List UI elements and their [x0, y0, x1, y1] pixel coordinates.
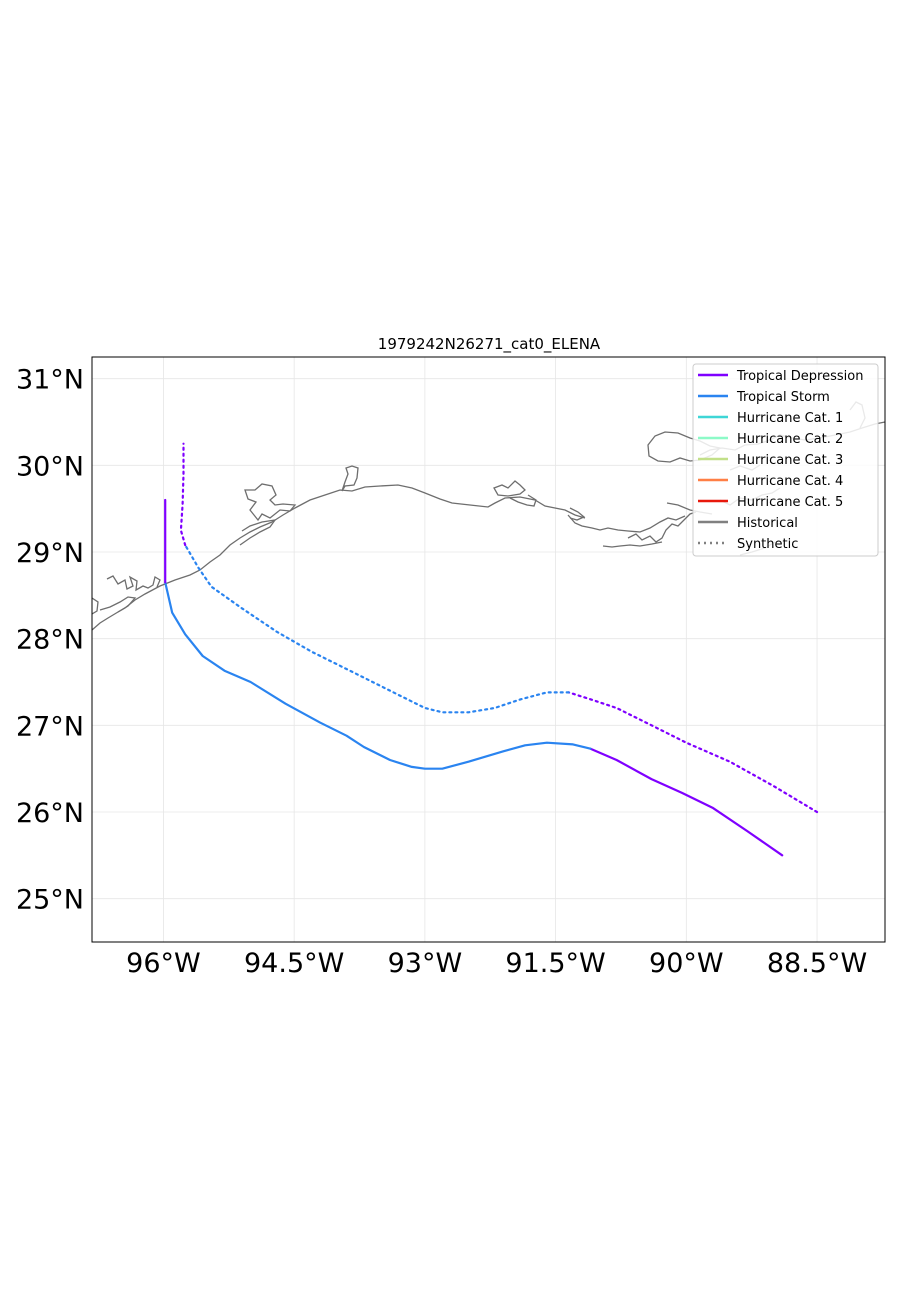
legend: Tropical Depression Tropical Storm Hurrica…: [692, 363, 879, 557]
lat-tick-label: 29°N: [16, 538, 84, 569]
gridlines: [92, 357, 885, 942]
lat-tick-label: 27°N: [16, 711, 84, 742]
legend-label: Hurricane Cat. 5: [737, 495, 843, 510]
legend-label: Tropical Depression: [736, 369, 863, 384]
synthetic-track-segment: [567, 691, 819, 814]
lon-tick-label: 96°W: [126, 948, 201, 979]
plot-frame: [91, 356, 886, 943]
historical-track-segment: [589, 747, 784, 857]
lat-tick-label: 30°N: [16, 451, 84, 482]
legend-box: [692, 363, 879, 557]
lon-tick-label: 93°W: [388, 948, 463, 979]
lon-tick-label: 88.5°W: [767, 948, 867, 979]
synthetic-track-segment: [179, 442, 187, 547]
legend-label: Hurricane Cat. 3: [737, 453, 843, 468]
lat-tick-label: 25°N: [16, 885, 84, 916]
historical-track-segment: [164, 581, 592, 770]
map-title: 1979242N26271_cat0_ELENA: [378, 335, 601, 354]
longitude-tick-labels: 96°W 94.5°W 93°W 91.5°W 90°W 88.5°W: [126, 948, 867, 979]
legend-label: Hurricane Cat. 2: [737, 432, 843, 447]
storm-tracks: [164, 442, 819, 857]
lon-tick-label: 90°W: [649, 948, 724, 979]
legend-label: Synthetic: [737, 537, 798, 552]
legend-label: Hurricane Cat. 1: [737, 411, 843, 426]
lat-tick-label: 31°N: [16, 365, 84, 396]
legend-label: Historical: [737, 516, 798, 531]
synthetic-track-segment: [184, 544, 570, 714]
latitude-tick-labels: 31°N 30°N 29°N 28°N 27°N 26°N 25°N: [16, 365, 84, 916]
legend-label: Hurricane Cat. 4: [737, 474, 843, 489]
legend-label: Tropical Storm: [736, 390, 830, 405]
lat-tick-label: 26°N: [16, 798, 84, 829]
lon-tick-label: 91.5°W: [505, 948, 605, 979]
lon-tick-label: 94.5°W: [244, 948, 344, 979]
lat-tick-label: 28°N: [16, 625, 84, 656]
